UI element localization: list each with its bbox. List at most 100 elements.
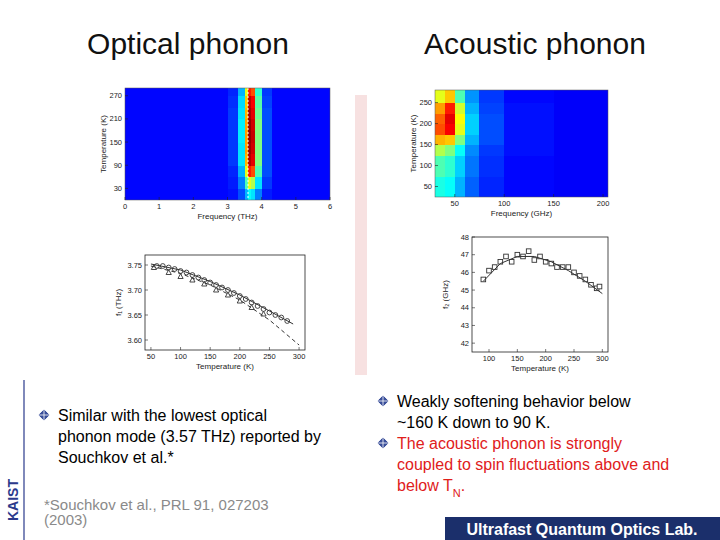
y-tick: [472, 307, 475, 308]
heatmap-cell: [238, 188, 245, 200]
bullet-marker: [377, 437, 389, 449]
divider: [355, 95, 367, 375]
x-axis-title: Frequency (GHz): [491, 209, 553, 218]
x-tick-label: 200: [234, 352, 247, 361]
y-tick-label: 42: [461, 339, 469, 348]
heatmap-cell: [238, 142, 245, 154]
bullet-line: ~160 K down to 90 K.: [397, 414, 550, 431]
heatmap-cell: [455, 113, 465, 124]
x-tick: [269, 347, 270, 350]
heatmap-cell: [465, 103, 480, 114]
heatmap-cell: [554, 124, 608, 135]
bullet-text: T: [443, 477, 453, 494]
heatmap-cell: [125, 177, 228, 189]
chart: 5010015020050100150200250Frequency (GHz)…: [409, 90, 609, 218]
heatmap-cell: [248, 107, 252, 119]
x-tick: [159, 197, 160, 200]
heatmap-cell: [245, 154, 249, 166]
heatmap-cell: [554, 155, 608, 176]
y-tick: [472, 237, 475, 238]
x-tick-label: 50: [147, 352, 155, 361]
heatmap-cell: [435, 124, 445, 135]
heatmap-cell: [479, 124, 504, 135]
heading: Acoustic phonon: [424, 27, 646, 60]
heatmap-cell: [125, 107, 228, 119]
series-line: [483, 256, 602, 293]
x-tick-label: 200: [539, 354, 552, 363]
plot-area: [435, 90, 608, 197]
heatmap-cell: [504, 176, 554, 197]
heatmap-cell: [479, 155, 504, 176]
x-tick-label: 1: [157, 202, 161, 211]
heatmap-cell: [465, 90, 480, 103]
y-axis-title: Temperature (K): [99, 115, 108, 173]
y-tick-label: 3.70: [127, 286, 142, 295]
x-tick: [553, 194, 554, 197]
y-tick-label: 90: [114, 161, 122, 170]
slide: KAISTOptical phononAcoustic phononSimila…: [0, 0, 720, 540]
x-tick-label: 150: [204, 352, 217, 361]
x-tick: [504, 194, 505, 197]
side-rule: [23, 380, 24, 540]
series-line: [151, 264, 293, 324]
heatmap-cell: [245, 177, 249, 189]
x-tick: [180, 347, 181, 350]
x-tick-label: 100: [174, 352, 187, 361]
heatmap-cell: [248, 154, 252, 166]
heatmap-cell: [125, 88, 228, 96]
reference-line: [248, 88, 249, 200]
heatmap-cell: [125, 188, 228, 200]
x-axis-title: Frequency (THz): [197, 212, 257, 221]
y-tick-label: 43: [461, 321, 469, 330]
x-tick-label: 2: [191, 202, 195, 211]
heatmap-cell: [125, 142, 228, 154]
heatmap-cell: [251, 142, 255, 154]
frame: [435, 90, 608, 197]
heatmap-cell: [445, 124, 455, 135]
y-tick-label: 44: [461, 303, 469, 312]
x-tick: [239, 347, 240, 350]
x-tick: [545, 349, 546, 352]
y-tick: [472, 272, 475, 273]
heatmap-cell: [238, 119, 245, 131]
y-tick: [125, 142, 128, 143]
x-tick: [193, 197, 194, 200]
heatmap-cell: [255, 96, 262, 108]
y-tick: [125, 118, 128, 119]
heatmap-cell: [251, 130, 255, 142]
footer-bar: [445, 517, 720, 540]
x-tick: [150, 347, 151, 350]
heatmap-cell: [228, 142, 239, 154]
heatmap-cell: [554, 145, 608, 156]
heatmap-cell: [255, 119, 262, 131]
heatmap-cell: [248, 165, 252, 177]
y-tick: [472, 325, 475, 326]
y-tick: [435, 144, 438, 145]
heatmap-cell: [125, 154, 228, 166]
heatmap-cell: [455, 103, 465, 114]
heading: Optical phonon: [87, 27, 289, 60]
data-point: [566, 265, 571, 270]
data-point: [597, 284, 602, 289]
bullet-line: Similar with the lowest optical: [58, 407, 267, 424]
heatmap-cell: [479, 134, 504, 145]
heatmap-cell: [554, 134, 608, 145]
y-axis-title: f₂ (GHz): [441, 280, 450, 309]
x-tick-label: 0: [123, 202, 127, 211]
heatmap-cell: [248, 188, 252, 200]
x-tick: [125, 197, 126, 200]
heatmap-cell: [445, 155, 455, 176]
heatmap-cell: [272, 107, 330, 119]
heatmap-cell: [455, 90, 465, 103]
bullet-marker-line: [383, 395, 384, 407]
heatmap-cell: [504, 134, 554, 145]
x-tick-label: 100: [483, 354, 496, 363]
heatmap-cell: [465, 113, 480, 124]
heatmap-cell: [465, 145, 480, 156]
x-tick-label: 300: [293, 352, 306, 361]
x-tick: [489, 349, 490, 352]
plot-area: [481, 249, 602, 294]
heatmap-cell: [228, 130, 239, 142]
heatmap-cell: [248, 88, 252, 96]
heatmap-cell: [248, 177, 252, 189]
